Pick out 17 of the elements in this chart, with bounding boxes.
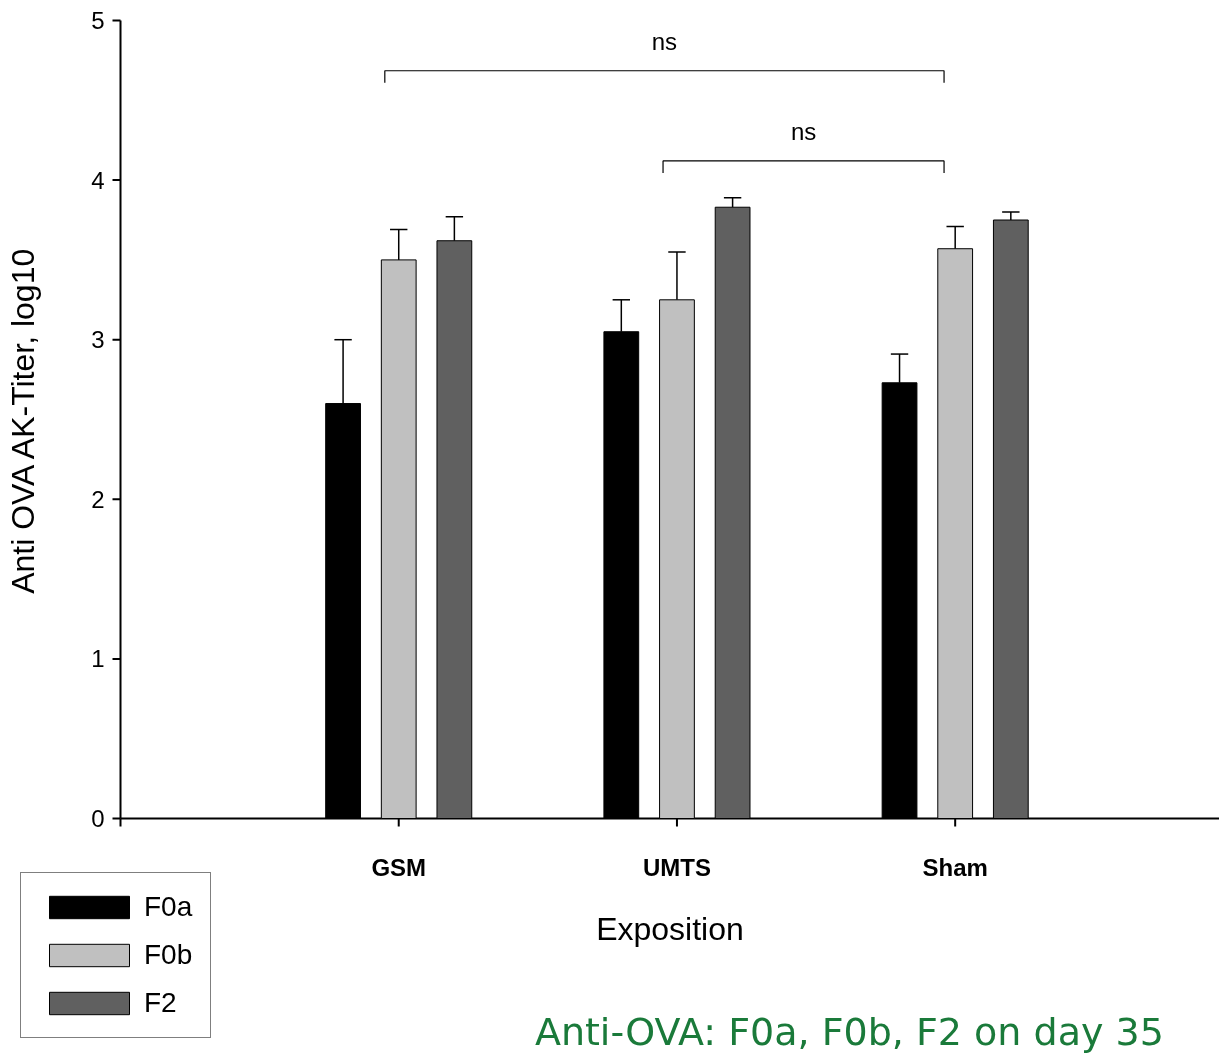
x-tick-label: UMTS bbox=[642, 853, 711, 881]
text: Anti-OVA: F0a, F0b, F2 on day 35 bbox=[534, 1009, 1164, 1054]
y-tick-label: 2 bbox=[91, 485, 105, 513]
x-tick-label: GSM bbox=[371, 853, 427, 881]
legend-label: F2 bbox=[144, 987, 177, 1019]
legend-label: F0b bbox=[144, 939, 193, 971]
y-axis-title: Anti OVA AK-Titer, log10 bbox=[4, 248, 41, 594]
annotation: ns bbox=[790, 117, 817, 145]
y-tick-label: 4 bbox=[91, 166, 105, 194]
x-tick-label: Sham bbox=[922, 853, 988, 881]
y-tick-label: 0 bbox=[91, 805, 105, 832]
y-tick-label: 5 bbox=[91, 7, 105, 34]
y-tick-label: 1 bbox=[91, 645, 105, 673]
annotation: ns bbox=[651, 27, 678, 55]
legend-label: F0a bbox=[144, 891, 193, 923]
x-axis-title: Exposition bbox=[596, 910, 744, 947]
y-tick-label: 3 bbox=[91, 326, 105, 354]
